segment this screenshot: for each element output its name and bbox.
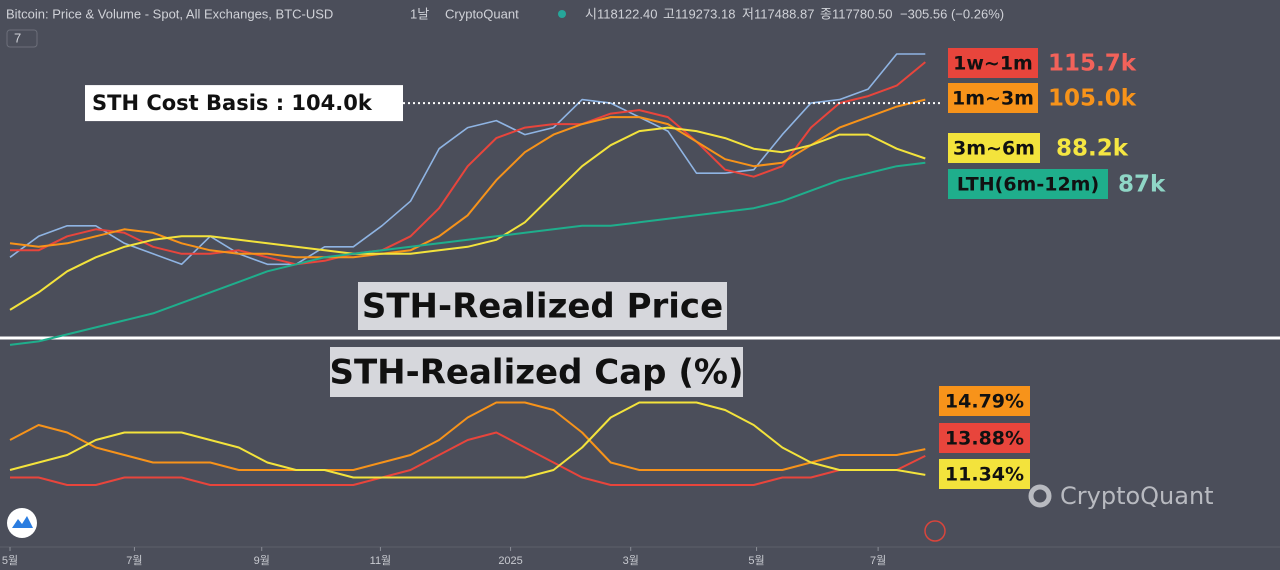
panel-title: STH-Realized Cap (%) bbox=[330, 353, 744, 393]
x-tick-label: 7월 bbox=[126, 554, 142, 567]
watermark: CryptoQuant bbox=[1060, 482, 1214, 510]
series-line bbox=[10, 61, 926, 266]
header-high: 고119273.18 bbox=[663, 6, 735, 21]
panel-title-box bbox=[358, 282, 727, 330]
legend-box bbox=[948, 169, 1108, 199]
series-line bbox=[9, 126, 926, 311]
cost-basis-label: STH Cost Basis : 104.0k bbox=[92, 91, 373, 115]
logo bbox=[7, 508, 37, 538]
legend-box bbox=[948, 48, 1038, 78]
x-tick-label: 5월 bbox=[748, 554, 764, 567]
series-line bbox=[9, 98, 926, 259]
legend-value: 88.2k bbox=[1056, 136, 1129, 162]
series-line bbox=[9, 401, 926, 471]
value-label: 13.88% bbox=[945, 428, 1024, 450]
value-label: 14.79% bbox=[945, 391, 1024, 413]
header-change: −305.56 (−0.26%) bbox=[900, 6, 1004, 21]
legend-name: 3m~6m bbox=[953, 138, 1035, 160]
legend-name: LTH(6m-12m) bbox=[957, 174, 1099, 196]
legend-value: 105.0k bbox=[1048, 86, 1137, 112]
header-low: 저117488.87 bbox=[742, 6, 814, 21]
series-line bbox=[10, 431, 926, 486]
value-label: 11.34% bbox=[945, 464, 1024, 486]
alert-icon[interactable] bbox=[924, 520, 946, 542]
header-open: 시118122.40 bbox=[585, 6, 657, 21]
value-box bbox=[939, 423, 1030, 453]
header-interval: 1날 bbox=[410, 6, 429, 21]
x-tick-label: 2025 bbox=[498, 555, 522, 567]
series-line bbox=[9, 401, 926, 479]
x-tick-label: 3월 bbox=[623, 554, 639, 567]
header-title: Bitcoin: Price & Volume - Spot, All Exch… bbox=[6, 6, 333, 21]
legend-box bbox=[948, 83, 1038, 113]
indicator-count: 7 bbox=[14, 30, 21, 45]
series-line bbox=[9, 161, 926, 346]
legend-name: 1w~1m bbox=[953, 53, 1033, 75]
logo-mark bbox=[12, 516, 33, 528]
x-tick-label: 9월 bbox=[254, 554, 270, 567]
panel-title-box bbox=[330, 347, 743, 397]
header-close: 종117780.50 bbox=[820, 6, 892, 21]
legend-value: 87k bbox=[1118, 172, 1166, 198]
panel-title: STH-Realized Price bbox=[362, 287, 723, 327]
legend-box bbox=[948, 133, 1040, 163]
cost-basis-box bbox=[85, 85, 403, 122]
x-tick-label: 5월 bbox=[2, 554, 18, 567]
x-tick-label: 7월 bbox=[870, 554, 886, 567]
series-line bbox=[9, 53, 926, 266]
value-box bbox=[939, 459, 1030, 489]
indicator-toggle[interactable] bbox=[6, 29, 38, 48]
legend-name: 1m~3m bbox=[952, 88, 1034, 110]
value-box bbox=[939, 386, 1030, 416]
x-tick-label: 11월 bbox=[370, 554, 392, 567]
watermark-logo bbox=[1028, 484, 1052, 508]
legend-value: 115.7k bbox=[1048, 51, 1137, 77]
header-source: CryptoQuant bbox=[445, 6, 519, 21]
status-dot bbox=[558, 10, 566, 18]
